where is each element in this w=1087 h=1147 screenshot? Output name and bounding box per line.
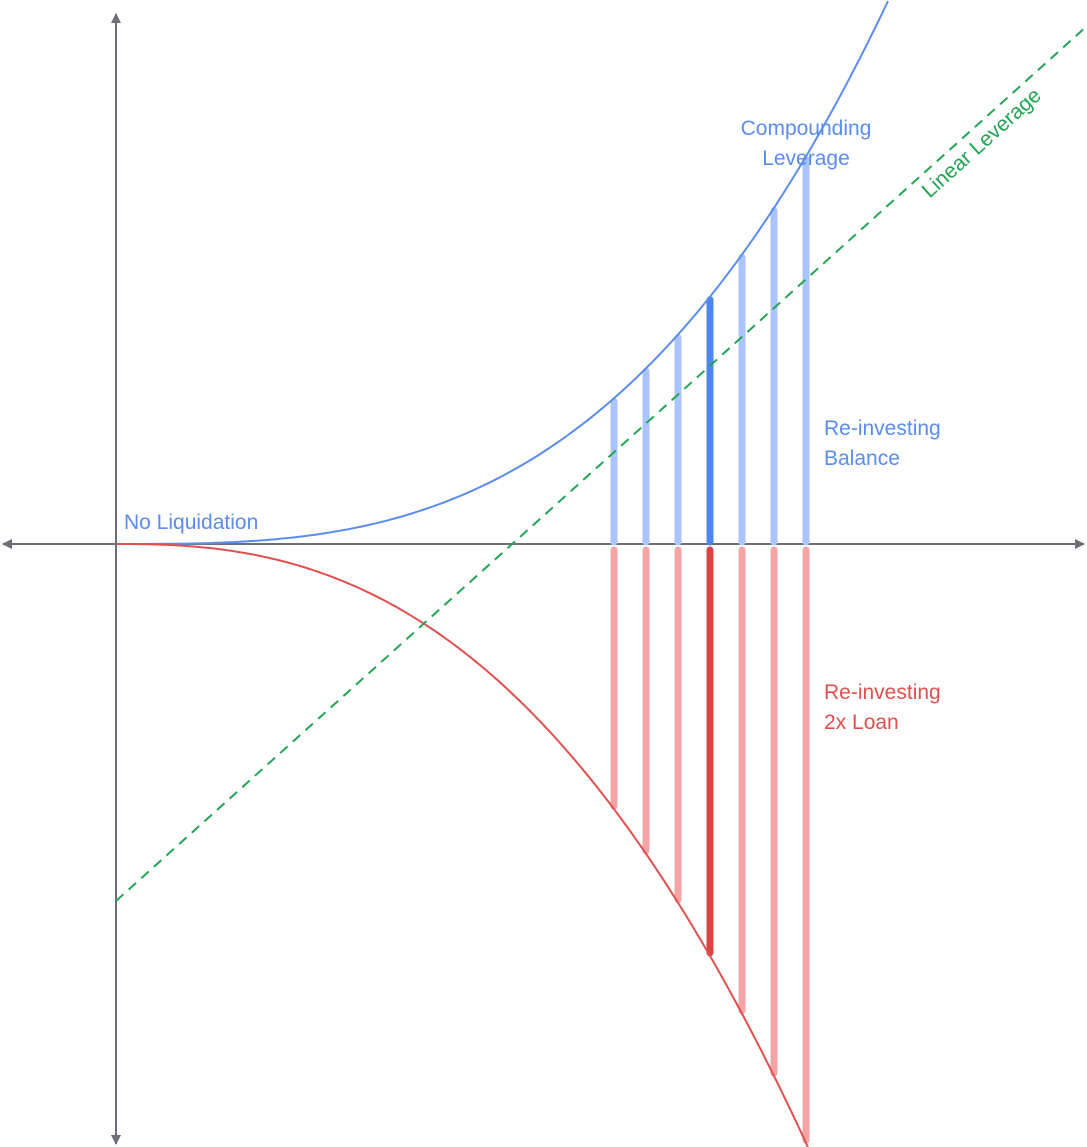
reinvesting-balance-label-line1: Re-investing	[824, 417, 941, 440]
compounding-leverage-curve	[116, 0, 889, 545]
reinvesting-loan-label-line2: 2x Loan	[824, 711, 899, 734]
reinvesting-loan-label-line1: Re-investing	[824, 681, 941, 704]
linear-leverage-label: Linear Leverage	[918, 84, 1046, 203]
compounding-leverage-label-line2: Leverage	[762, 147, 850, 170]
no-liquidation-label: No Liquidation	[124, 511, 258, 534]
linear-leverage-line	[115, 25, 1087, 902]
axes	[2, 13, 1085, 1145]
compounding-leverage-label-line1: Compounding	[741, 117, 872, 140]
reinvesting-loan-curve	[116, 543, 809, 1147]
bars	[610, 155, 810, 1144]
reinvesting-balance-label-line2: Balance	[824, 447, 900, 470]
